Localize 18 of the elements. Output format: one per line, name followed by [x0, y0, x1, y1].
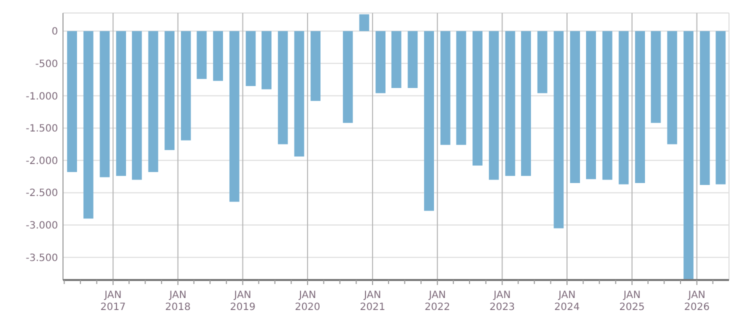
- y-tick-label: -1.000: [26, 91, 58, 102]
- x-tick-label: JAN 2025: [619, 290, 645, 313]
- x-tick-label: JAN 2023: [489, 290, 515, 313]
- x-tick-label: JAN 2020: [294, 290, 320, 313]
- y-tick-label: -3.500: [26, 252, 58, 264]
- x-tick-label: JAN 2021: [360, 290, 386, 313]
- x-tick-label: JAN 2022: [424, 290, 450, 313]
- x-tick-label: JAN 2024: [554, 290, 580, 313]
- x-tick-label: JAN 2018: [165, 290, 191, 313]
- y-tick-label: -2.500: [26, 188, 58, 200]
- x-tick-label: JAN 2019: [230, 290, 256, 313]
- y-tick-label: -1.500: [26, 124, 58, 135]
- y-tick-label: -2.000: [26, 156, 58, 167]
- x-tick-label: JAN 2017: [100, 290, 126, 313]
- y-tick-label: 0: [52, 26, 58, 38]
- y-tick-label: -3.000: [26, 220, 58, 232]
- y-tick-label: -500: [35, 58, 58, 70]
- x-tick-label: JAN 2026: [684, 290, 710, 313]
